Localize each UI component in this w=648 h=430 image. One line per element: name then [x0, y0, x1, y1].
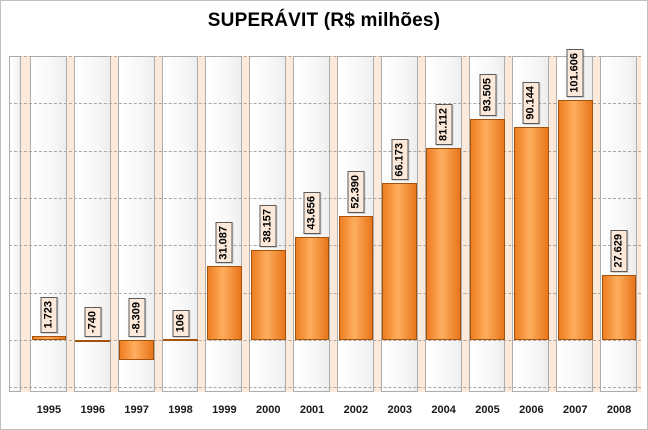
bar [31, 335, 67, 340]
chart-title: SUPERÁVIT (R$ milhões) [207, 10, 441, 31]
gridline [9, 103, 641, 105]
bar-value-text: 27.629 [612, 233, 625, 268]
bar [513, 126, 549, 340]
x-axis-label: 1999 [212, 404, 237, 416]
bar [601, 274, 637, 340]
bar-value-text: 101.606 [568, 52, 581, 93]
bar-value-label: 27.629 [610, 229, 628, 272]
bar-value-label: 90.144 [522, 82, 540, 124]
bar-value-text: 38.157 [261, 209, 274, 243]
bar [294, 236, 330, 340]
bar-value-label: 66.173 [391, 138, 409, 181]
bar [382, 183, 418, 340]
bar-value-text: 93.505 [481, 78, 493, 112]
gridline [9, 339, 641, 341]
x-axis-label: 2007 [562, 404, 588, 416]
bar-value-text: 90.144 [524, 86, 537, 120]
bar-value-label: 31.087 [215, 221, 233, 264]
bar [75, 339, 111, 342]
bar-value-text: -8.309 [130, 301, 143, 333]
bar-value-text: 31.087 [217, 225, 230, 260]
gridline [9, 387, 641, 389]
bar-value-label: 81.112 [435, 103, 453, 146]
gridline [9, 56, 641, 57]
x-axis-label: 2004 [431, 404, 456, 416]
bar-value-label: 38.157 [259, 205, 277, 247]
bar [206, 266, 242, 340]
bar-value-text: 106 [174, 314, 186, 333]
bar-value-label: 1.723 [40, 297, 58, 333]
x-axis-label: 2000 [255, 404, 281, 416]
gridline [9, 150, 641, 152]
plot-area: 1.723 1995 -740 1996 -8.309 1997 106 1998 31.087… [9, 48, 641, 416]
bar-value-text: 43.656 [305, 196, 318, 230]
bar-value-text: 1.723 [42, 301, 55, 329]
bar [338, 215, 374, 340]
x-axis-label: 2008 [606, 404, 632, 416]
bar-value-text: 52.390 [349, 175, 362, 209]
bar-value-label: 101.606 [566, 48, 584, 97]
gridline [9, 197, 641, 199]
bar-value-label: -8.309 [128, 297, 146, 337]
bar [470, 118, 505, 340]
bar [557, 99, 593, 340]
bar-value-text: 81.112 [437, 107, 450, 142]
column-track [30, 56, 67, 392]
x-axis-label: 2005 [475, 404, 500, 416]
column-track [600, 56, 637, 392]
x-axis-label: 1995 [36, 404, 62, 416]
x-axis-label: 1997 [124, 404, 149, 416]
bar [119, 339, 155, 360]
bar [250, 249, 286, 340]
bar-value-text: -740 [86, 310, 99, 333]
bar-value-text: 66.173 [393, 142, 406, 177]
bar-value-label: 52.390 [347, 171, 365, 213]
bar-value-label: 43.656 [303, 192, 321, 234]
x-axis-label: 1996 [80, 404, 106, 416]
y-axis-strip [9, 56, 21, 392]
bar-value-label: 106 [172, 310, 189, 337]
x-axis-label: 2003 [387, 404, 413, 416]
x-axis-label: 2001 [299, 404, 325, 416]
column-track [161, 56, 199, 392]
bar [426, 148, 462, 340]
bar-value-label: 93.505 [479, 74, 496, 116]
x-axis-label: 2002 [343, 404, 369, 416]
x-axis-label: 1998 [168, 404, 193, 416]
bar [163, 338, 198, 341]
x-axis-label: 2006 [519, 404, 544, 416]
bar-value-label: -740 [84, 306, 102, 337]
